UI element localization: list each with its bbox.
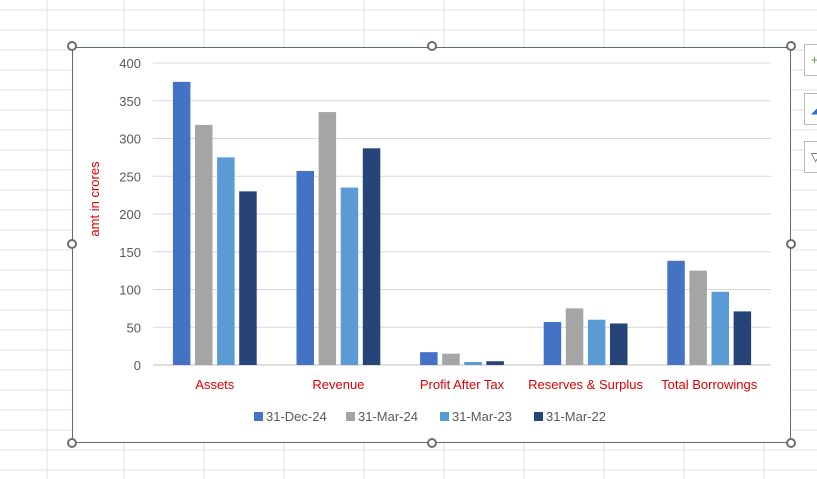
bar[interactable] xyxy=(543,321,562,365)
bar[interactable] xyxy=(217,157,235,365)
chart-styles-button[interactable]: ◢ xyxy=(804,93,817,125)
bar[interactable] xyxy=(667,260,685,365)
y-tick-label: 300 xyxy=(119,132,141,147)
x-axis-category-labels: Assets Revenue Profit After Tax Reserves & … xyxy=(195,377,757,392)
y-axis-tick-labels: 0 50 100 150 200 250 300 350 400 xyxy=(119,56,141,373)
bar[interactable] xyxy=(442,353,460,365)
y-tick-label: 50 xyxy=(127,320,141,335)
brush-icon: ◢ xyxy=(808,94,817,124)
y-tick-label: 0 xyxy=(134,358,141,373)
bar[interactable] xyxy=(587,319,606,365)
x-category-label: Profit After Tax xyxy=(420,377,505,392)
bar[interactable] xyxy=(689,270,707,365)
resize-handle-middle-left[interactable] xyxy=(67,239,77,249)
legend-label: 31-Mar-23 xyxy=(452,409,512,424)
x-category-label: Total Borrowings xyxy=(661,377,758,392)
chart-bars xyxy=(172,81,752,365)
legend-label: 31-Mar-24 xyxy=(358,409,418,424)
y-axis-label: amt in crores xyxy=(87,161,102,237)
resize-handle-top-left[interactable] xyxy=(67,41,77,51)
x-category-label: Assets xyxy=(195,377,235,392)
y-tick-label: 200 xyxy=(119,207,141,222)
y-tick-label: 100 xyxy=(119,283,141,298)
resize-handle-top-center[interactable] xyxy=(427,41,437,51)
chart-elements-button[interactable]: + xyxy=(804,44,817,76)
bar[interactable] xyxy=(733,311,752,365)
bar[interactable] xyxy=(172,81,191,365)
bar[interactable] xyxy=(296,170,315,365)
resize-handle-middle-right[interactable] xyxy=(786,239,796,249)
legend-label: 31-Mar-22 xyxy=(546,409,606,424)
y-tick-label: 400 xyxy=(119,56,141,71)
chart-filters-button[interactable]: ▽ xyxy=(804,141,817,173)
bar[interactable] xyxy=(565,308,584,365)
x-category-label: Reserves & Surplus xyxy=(528,377,643,392)
resize-handle-bottom-left[interactable] xyxy=(67,438,77,448)
bar[interactable] xyxy=(340,187,359,365)
y-tick-label: 150 xyxy=(119,245,141,260)
resize-handle-bottom-center[interactable] xyxy=(427,438,437,448)
resize-handle-top-right[interactable] xyxy=(786,41,796,51)
legend-swatch xyxy=(534,412,543,421)
filter-icon: ▽ xyxy=(808,142,817,172)
y-tick-label: 350 xyxy=(119,94,141,109)
bar[interactable] xyxy=(420,352,438,365)
chart-legend: 31-Dec-24 31-Mar-24 31-Mar-23 31-Mar-22 xyxy=(254,409,606,424)
bar[interactable] xyxy=(362,148,381,365)
bar[interactable] xyxy=(239,191,257,365)
legend-swatch xyxy=(440,412,449,421)
bar[interactable] xyxy=(464,361,482,365)
legend-label: 31-Dec-24 xyxy=(266,409,327,424)
resize-handle-bottom-right[interactable] xyxy=(786,438,796,448)
bar[interactable] xyxy=(486,361,504,365)
bar[interactable] xyxy=(318,112,337,365)
x-category-label: Revenue xyxy=(312,377,364,392)
plus-icon: + xyxy=(808,45,817,75)
y-tick-label: 250 xyxy=(119,169,141,184)
legend-swatch xyxy=(346,412,355,421)
bar[interactable] xyxy=(610,323,628,365)
bar[interactable] xyxy=(711,291,730,365)
bar[interactable] xyxy=(195,124,213,365)
legend-swatch xyxy=(254,412,263,421)
